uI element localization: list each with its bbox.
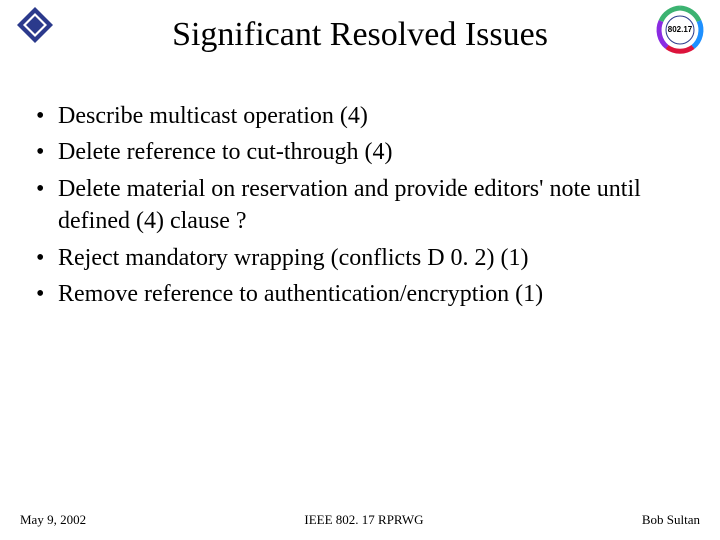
footer-org: IEEE 802. 17 RPRWG bbox=[304, 512, 423, 528]
bullet-list: Describe multicast operation (4) Delete … bbox=[30, 100, 690, 310]
list-item: Delete reference to cut-through (4) bbox=[30, 136, 690, 168]
slide-content: Describe multicast operation (4) Delete … bbox=[0, 70, 720, 310]
slide-footer: May 9, 2002 IEEE 802. 17 RPRWG Bob Sulta… bbox=[0, 512, 720, 528]
list-item: Delete material on reservation and provi… bbox=[30, 173, 690, 238]
footer-date: May 9, 2002 bbox=[20, 512, 86, 528]
footer-author: Bob Sultan bbox=[642, 512, 700, 528]
ieee-logo-icon bbox=[15, 5, 55, 45]
slide-title: Significant Resolved Issues bbox=[20, 10, 700, 54]
slide-header: 802.17 Significant Resolved Issues bbox=[0, 0, 720, 70]
ring-label: 802.17 bbox=[655, 25, 705, 34]
ring-logo-icon: 802.17 bbox=[655, 5, 705, 55]
list-item: Describe multicast operation (4) bbox=[30, 100, 690, 132]
list-item: Remove reference to authentication/encry… bbox=[30, 278, 690, 310]
list-item: Reject mandatory wrapping (conflicts D 0… bbox=[30, 242, 690, 274]
